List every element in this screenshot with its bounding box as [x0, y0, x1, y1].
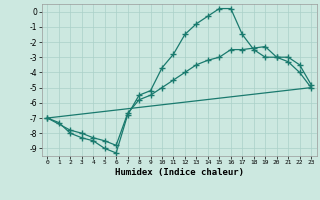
X-axis label: Humidex (Indice chaleur): Humidex (Indice chaleur): [115, 168, 244, 177]
